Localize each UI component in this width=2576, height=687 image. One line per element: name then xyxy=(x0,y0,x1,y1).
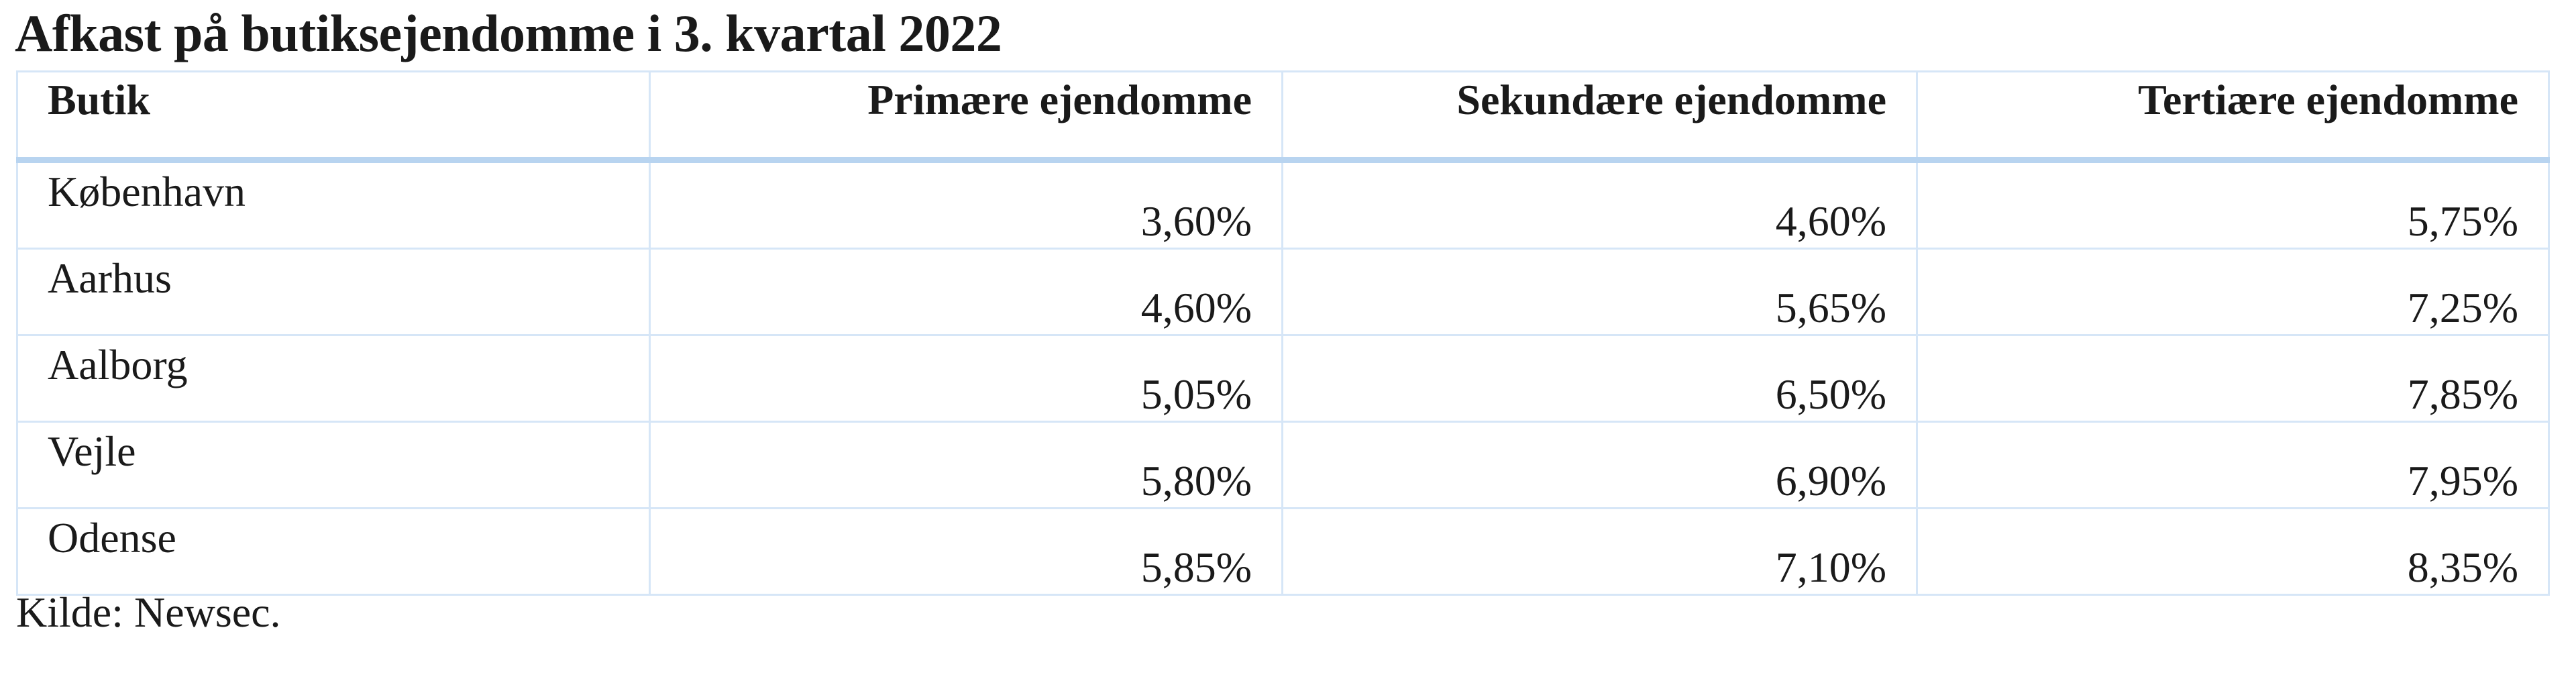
city-cell: Aalborg xyxy=(16,334,651,423)
value-cell: 4,60% xyxy=(1281,159,1918,250)
column-header: Tertiære ejendomme xyxy=(1916,70,2550,163)
city-cell: Odense xyxy=(16,507,651,596)
column-header: Primære ejendomme xyxy=(649,70,1283,163)
value-cell: 3,60% xyxy=(649,159,1283,250)
value-cell: 5,75% xyxy=(1916,159,2550,250)
value-cell: 7,95% xyxy=(1916,421,2550,509)
value-cell: 5,80% xyxy=(649,421,1283,509)
value-cell: 5,65% xyxy=(1281,248,1918,336)
table-row: Odense 5,85% 7,10% 8,35% xyxy=(16,507,2550,596)
value-cell: 5,05% xyxy=(649,334,1283,423)
returns-table: Butik Primære ejendomme Sekundære ejendomm… xyxy=(16,70,2550,596)
column-header: Sekundære ejendomme xyxy=(1281,70,1918,163)
value-cell: 7,25% xyxy=(1916,248,2550,336)
value-cell: 6,50% xyxy=(1281,334,1918,423)
value-cell: 4,60% xyxy=(649,248,1283,336)
column-header: Butik xyxy=(16,70,651,163)
source-note: Kilde: Newsec. xyxy=(16,588,281,636)
header-row: Butik Primære ejendomme Sekundære ejendomm… xyxy=(16,70,2550,163)
table-row: Aalborg 5,05% 6,50% 7,85% xyxy=(16,334,2550,423)
table-row: Vejle 5,80% 6,90% 7,95% xyxy=(16,421,2550,509)
table-body: København 3,60% 4,60% 5,75% Aarhus 4,60% 5,65%… xyxy=(16,159,2550,596)
value-cell: 5,85% xyxy=(649,507,1283,596)
city-cell: Aarhus xyxy=(16,248,651,336)
title: Afkast på butiksejendomme i 3. kvartal 2… xyxy=(15,4,1002,62)
table-row: Aarhus 4,60% 5,65% 7,25% xyxy=(16,248,2550,336)
table-row: København 3,60% 4,60% 5,75% xyxy=(16,159,2550,250)
value-cell: 7,10% xyxy=(1281,507,1918,596)
value-cell: 7,85% xyxy=(1916,334,2550,423)
value-cell: 8,35% xyxy=(1916,507,2550,596)
city-cell: Vejle xyxy=(16,421,651,509)
value-cell: 6,90% xyxy=(1281,421,1918,509)
table-head: Butik Primære ejendomme Sekundære ejendomm… xyxy=(16,70,2550,163)
city-cell: København xyxy=(16,159,651,250)
